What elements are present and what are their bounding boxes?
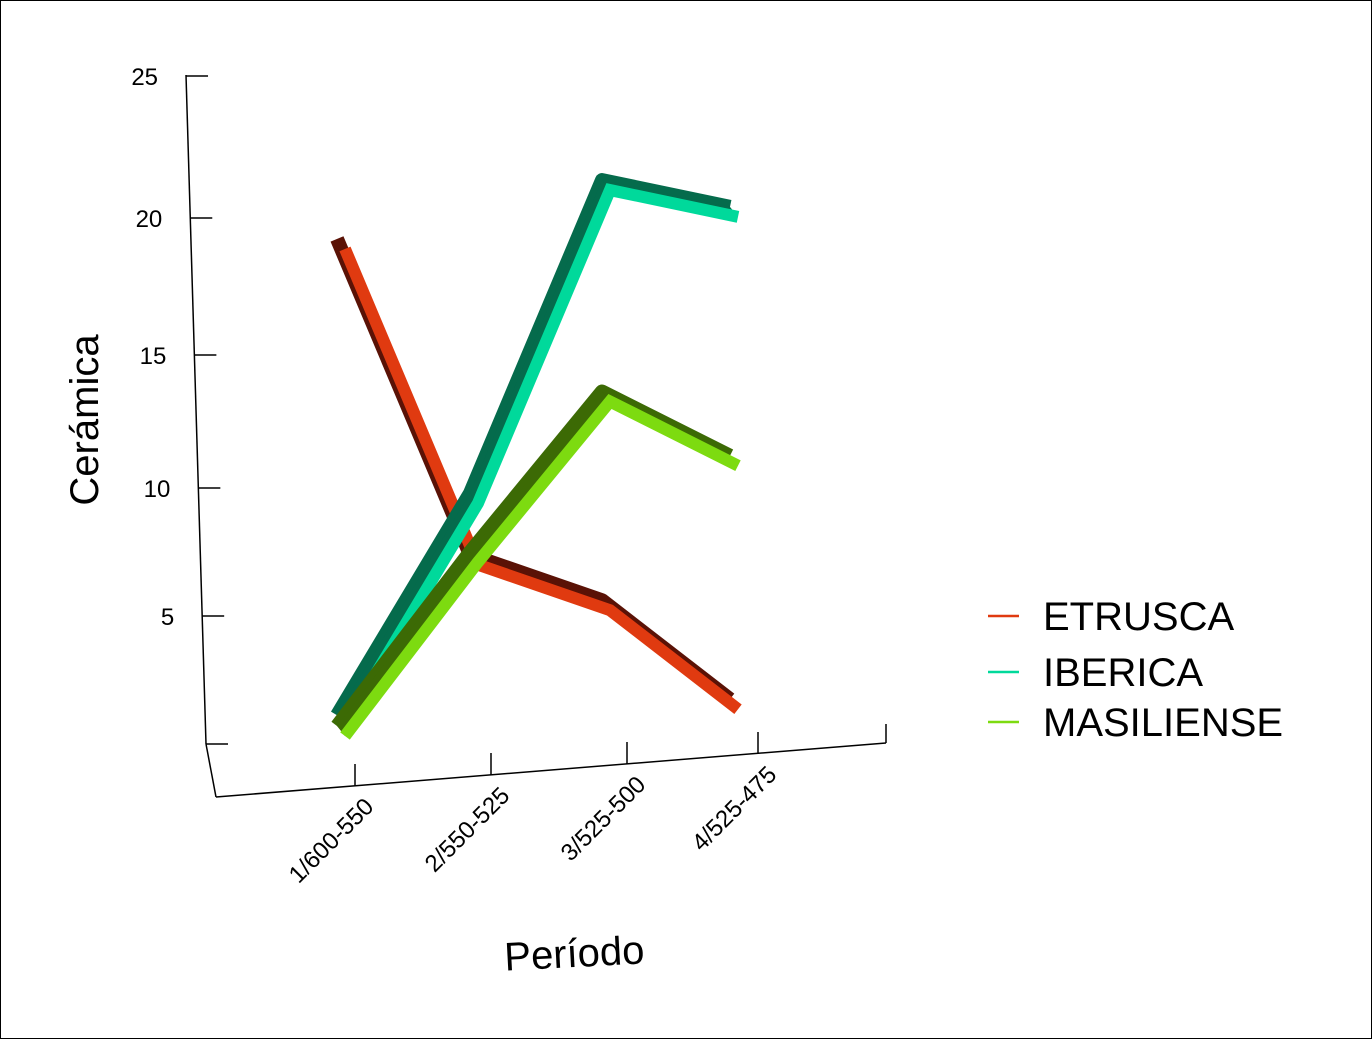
legend: ETRUSCA IBERICA MASILIENSE (988, 595, 1283, 745)
x-tick-label: 1/600-550 (284, 793, 380, 889)
x-axis-line (215, 742, 887, 798)
series-layer (330, 173, 742, 740)
x-axis-title: Período (503, 928, 645, 979)
axis-corner-line (205, 743, 217, 798)
series-line (339, 183, 740, 729)
y-axis-title: Cerámica (63, 334, 107, 506)
y-tick-label: 10 (144, 476, 171, 503)
x-tick-label: 4/525-475 (687, 761, 783, 857)
x-tick-label: 3/525-500 (556, 771, 652, 867)
series-line (340, 393, 741, 740)
axes (185, 74, 887, 798)
legend-label: IBERICA (1043, 651, 1203, 695)
series-etrusca (330, 236, 742, 714)
legend-label: ETRUSCA (1043, 595, 1234, 639)
y-tick-label: 20 (136, 206, 163, 233)
y-axis-ticks: 5 10 15 20 25 (131, 64, 228, 745)
y-tick-label: 5 (161, 604, 174, 631)
series-segment-side (337, 552, 478, 736)
legend-item: ETRUSCA (988, 595, 1234, 639)
legend-item: MASILIENSE (988, 701, 1283, 745)
y-axis-line (185, 74, 207, 745)
legend-label: MASILIENSE (1043, 701, 1283, 745)
x-axis-ticks: 1/600-550 2/550-525 3/525-500 4/525-475 (284, 732, 783, 889)
series-segment-side (470, 391, 610, 563)
legend-item: IBERICA (988, 651, 1203, 695)
y-tick-label: 25 (131, 64, 158, 91)
series-iberica (330, 173, 740, 729)
y-tick-label: 15 (140, 343, 167, 370)
x-tick-label: 2/550-525 (420, 782, 516, 878)
series-masiliense (331, 384, 741, 740)
series-line (339, 246, 742, 714)
